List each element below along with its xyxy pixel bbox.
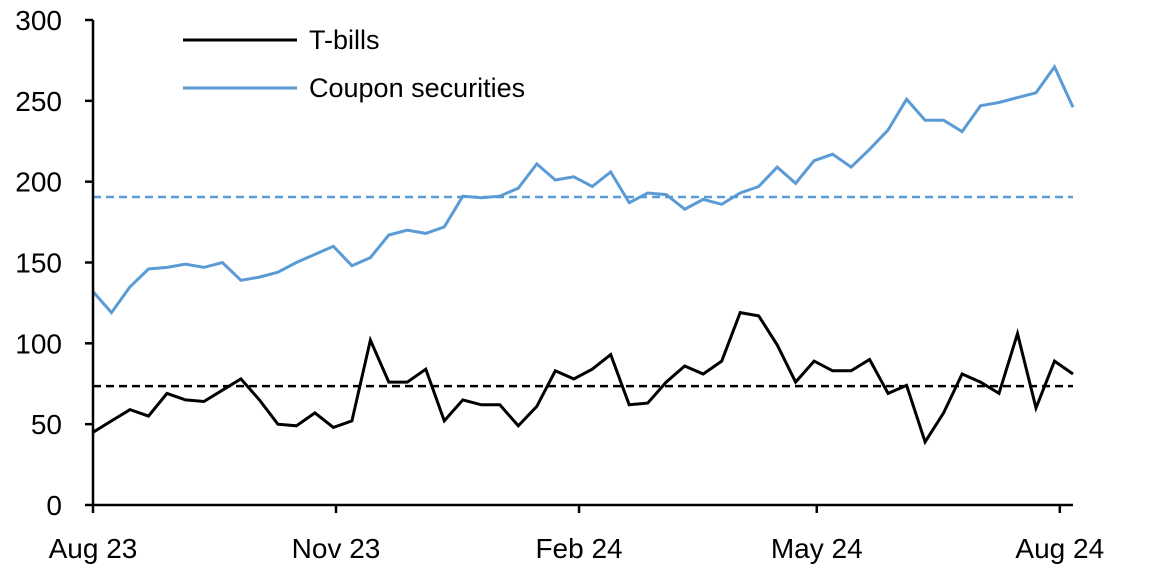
legend: T-bills Coupon securities (183, 25, 525, 103)
series-lines (91, 63, 1075, 446)
y-tick-label: 150 (15, 248, 62, 279)
x-tick-label: Feb 24 (535, 533, 622, 564)
x-tick-label: Aug 23 (49, 533, 138, 564)
x-tick-label: May 24 (771, 533, 863, 564)
y-tick-label: 200 (15, 167, 62, 198)
x-tick-label: Aug 24 (1015, 533, 1104, 564)
y-tick-label: 250 (15, 86, 62, 117)
legend-item-coupon-securities: Coupon securities (183, 73, 525, 103)
legend-label-coupon-securities: Coupon securities (309, 73, 525, 103)
y-tick-label: 300 (15, 5, 62, 36)
y-ticks: 0 50 100 150 200 250 300 (15, 5, 93, 521)
average-lines (93, 195, 1073, 388)
axes (91, 20, 1073, 507)
x-ticks: Aug 23 Nov 23 Feb 24 May 24 Aug 24 (49, 505, 1104, 564)
y-tick-label: 50 (31, 409, 62, 440)
y-tick-label: 100 (15, 328, 62, 359)
series-line-coupon-securities (91, 63, 1075, 316)
legend-label-t-bills: T-bills (309, 25, 380, 55)
legend-item-t-bills: T-bills (183, 25, 380, 55)
x-tick-label: Nov 23 (292, 533, 381, 564)
y-tick-label: 0 (46, 490, 62, 521)
series-line-t-bills (92, 310, 1074, 446)
